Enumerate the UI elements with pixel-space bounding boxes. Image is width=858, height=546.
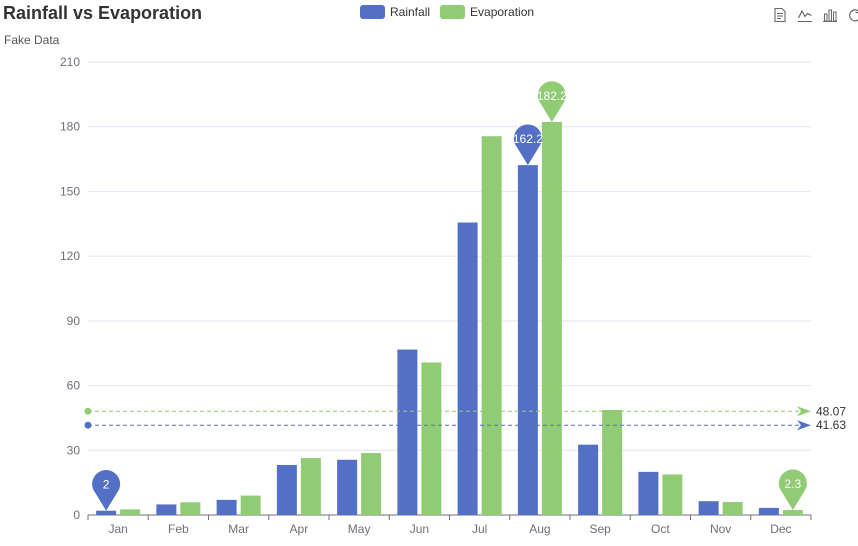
mark-point-pin [92, 470, 121, 511]
bar-rainfall-oct[interactable] [638, 471, 659, 515]
bar-evaporation-may[interactable] [361, 453, 382, 515]
mark-point-label: 182.2 [537, 89, 567, 103]
bar-rainfall-may[interactable] [337, 459, 358, 515]
chart-title: Rainfall vs Evaporation [3, 3, 203, 23]
y-tick-label: 150 [60, 184, 80, 198]
bar-rainfall-sep[interactable] [578, 444, 599, 515]
x-tick-label: Jul [472, 522, 487, 536]
mark-line-arrow-rainfall [797, 420, 811, 431]
mark-point-pin [537, 81, 566, 122]
x-tick-label: Oct [651, 522, 670, 536]
mark-line-arrow-evaporation [797, 406, 811, 417]
bar-rainfall-jun[interactable] [397, 349, 418, 515]
bar-rainfall-apr[interactable] [276, 464, 297, 515]
mark-point-pin [778, 469, 807, 511]
x-tick-label: Aug [529, 522, 550, 536]
bar-evaporation-feb[interactable] [180, 502, 201, 515]
bar-evaporation-dec[interactable] [782, 510, 803, 515]
y-tick-label: 30 [67, 443, 81, 457]
y-tick-label: 180 [60, 120, 80, 134]
y-tick-label: 60 [67, 379, 81, 393]
x-tick-label: Jun [410, 522, 429, 536]
legend: Rainfall Evaporation [360, 5, 534, 19]
bar-evaporation-jan[interactable] [120, 509, 141, 515]
x-tick-label: Dec [770, 522, 791, 536]
bar-rainfall-jan[interactable] [96, 510, 117, 515]
mark-point-evaporation-182.2[interactable]: 182.2 [537, 81, 567, 122]
mark-point-evaporation-2.3[interactable]: 2.3 [778, 469, 807, 511]
bar-evaporation-aug[interactable] [541, 121, 562, 516]
y-tick-label: 120 [60, 249, 80, 263]
mark-points: 162.2 2 182.2 2.3 [92, 81, 807, 511]
chart-subtitle: Fake Data [4, 33, 60, 47]
bar-rainfall-dec[interactable] [758, 507, 779, 515]
legend-swatch-rainfall [360, 5, 385, 19]
bar-evaporation-mar[interactable] [240, 495, 261, 515]
x-tick-label: May [348, 522, 371, 536]
x-axis: Jan Feb Mar Apr May Jun Jul Aug Sep Oct Nov Dec [87, 514, 812, 536]
bar-rainfall-jul[interactable] [457, 222, 478, 515]
grid-lines [88, 61, 811, 451]
y-tick-label: 0 [73, 508, 80, 522]
x-tick-label: Jan [108, 522, 127, 536]
data-view-icon[interactable] [772, 7, 788, 23]
bar-evaporation-nov[interactable] [722, 502, 743, 515]
bar-rainfall-aug[interactable] [517, 165, 538, 515]
x-tick-label: Feb [168, 522, 189, 536]
bar-rainfall-nov[interactable] [698, 501, 719, 515]
mark-point-label: 162.2 [513, 132, 543, 146]
x-tick-label: Sep [589, 522, 611, 536]
y-axis: 0 30 60 90 120 150 180 210 [60, 55, 80, 522]
legend-item-rainfall[interactable]: Rainfall [360, 5, 430, 19]
bar-evaporation-apr[interactable] [300, 458, 321, 515]
mark-point-rainfall-2[interactable]: 2 [92, 470, 121, 511]
mark-point-pin [513, 124, 542, 166]
bar-evaporation-oct[interactable] [662, 474, 683, 515]
legend-swatch-evaporation [440, 5, 466, 19]
y-tick-label: 210 [60, 55, 80, 69]
mark-point-rainfall-162.2[interactable]: 162.2 [513, 124, 543, 166]
bar-chart-icon[interactable] [822, 7, 838, 23]
x-tick-label: Nov [710, 522, 731, 536]
x-tick-label: Mar [228, 522, 249, 536]
mark-line-label-rainfall: 41.63 [816, 418, 846, 432]
bar-evaporation-sep[interactable] [602, 409, 623, 515]
line-chart-icon[interactable] [797, 7, 813, 23]
bar-rainfall-mar[interactable] [216, 499, 237, 515]
mark-point-label: 2.3 [785, 477, 802, 491]
mark-line-label-evaporation: 48.07 [816, 404, 846, 418]
bar-rainfall-feb[interactable] [156, 504, 177, 515]
legend-label-evaporation: Evaporation [470, 5, 535, 19]
mark-point-label: 2 [103, 478, 110, 492]
x-tick-label: Apr [290, 522, 309, 536]
legend-item-evaporation[interactable]: Evaporation [440, 5, 534, 19]
bars [96, 121, 803, 516]
bar-evaporation-jun[interactable] [421, 362, 442, 515]
y-tick-label: 90 [67, 314, 81, 328]
legend-label-rainfall: Rainfall [390, 5, 431, 19]
bar-evaporation-jul[interactable] [481, 136, 502, 515]
